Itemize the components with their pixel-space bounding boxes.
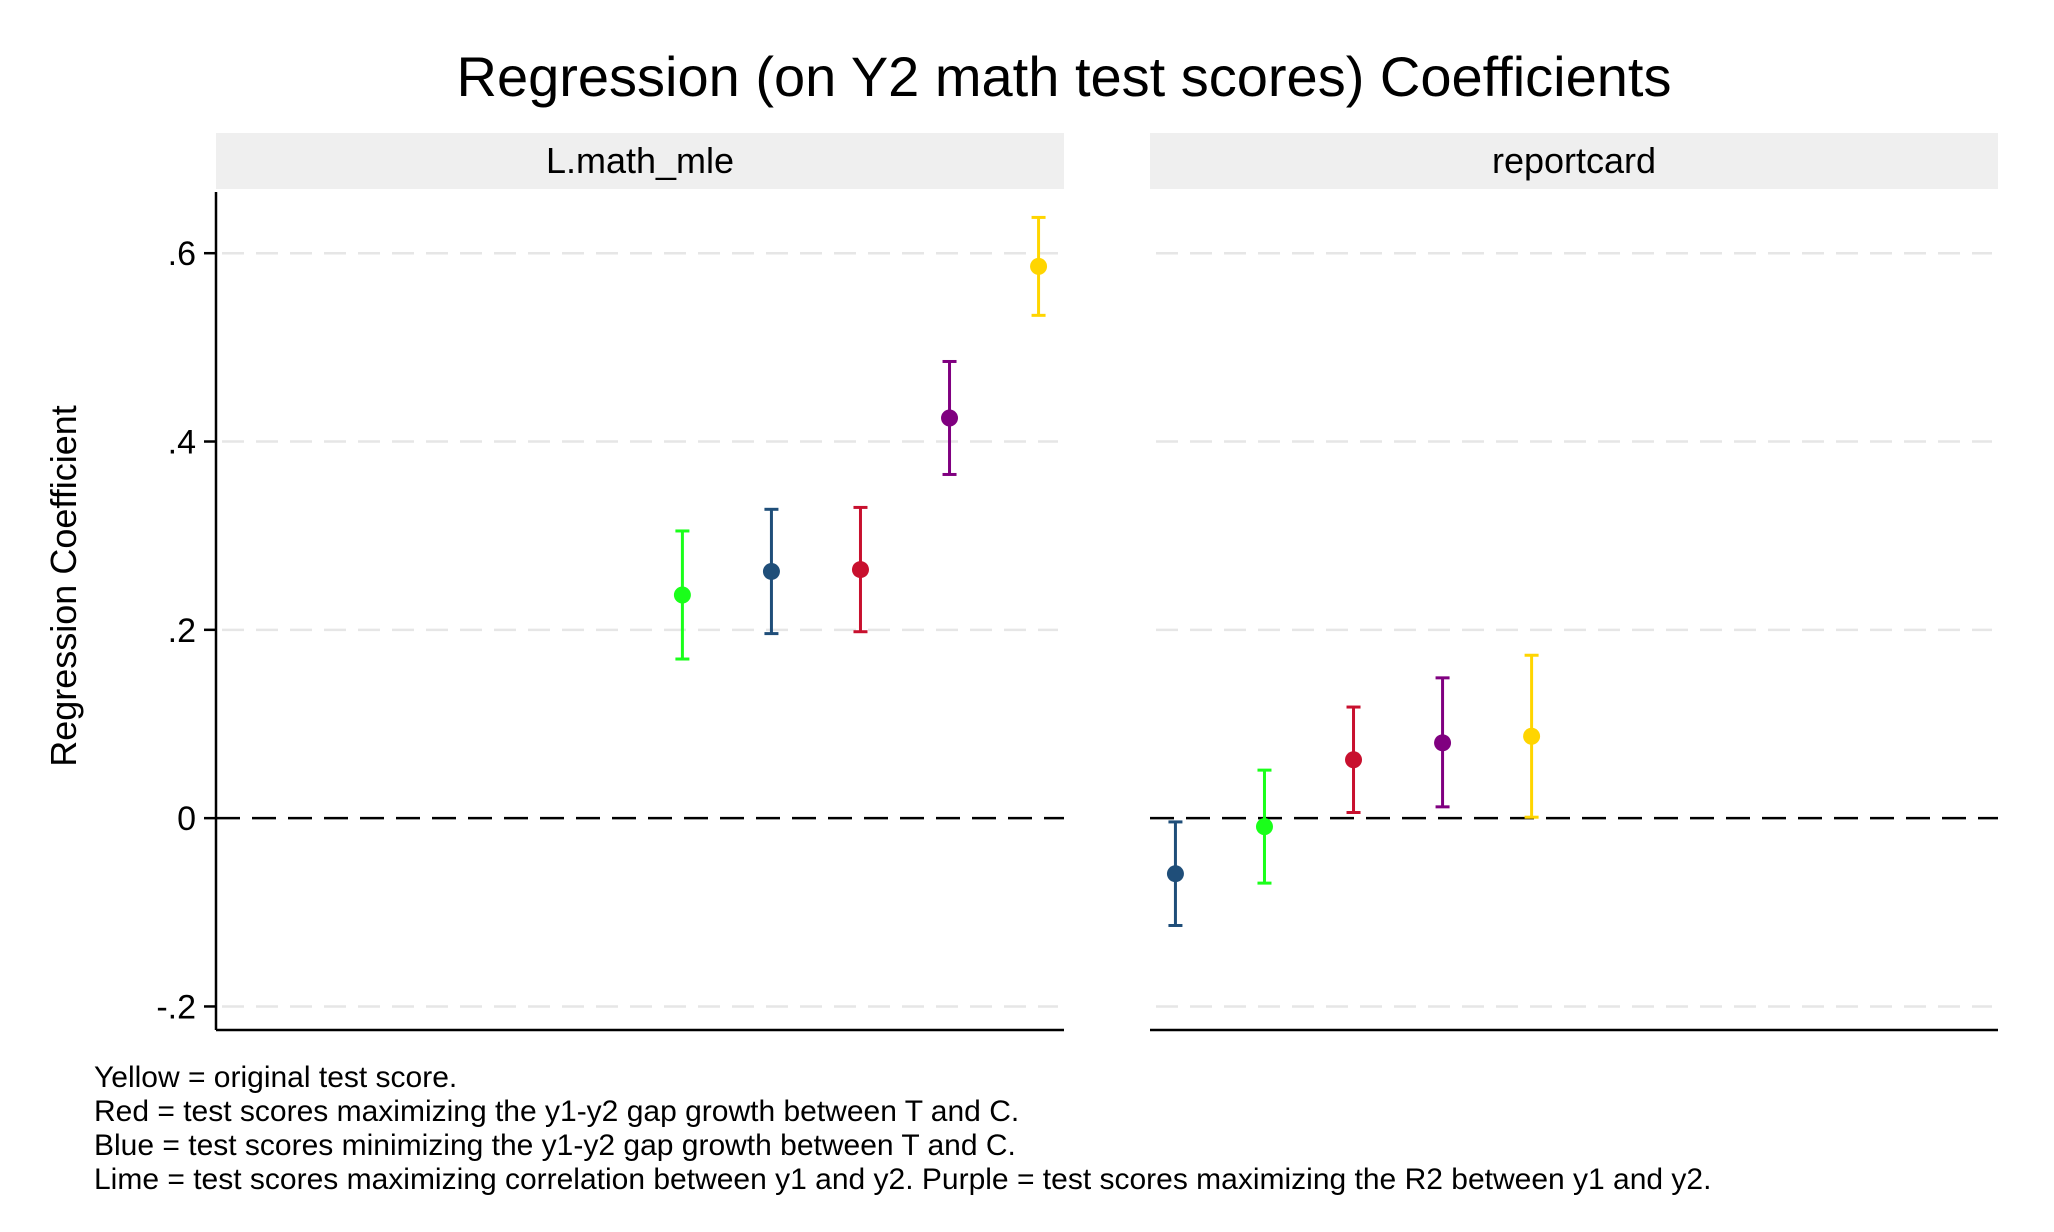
y-axis-label: Regression Coefficient — [43, 405, 84, 767]
note-line: Lime = test scores maximizing correlatio… — [94, 1163, 1711, 1196]
panel-1: L.math_mle .6 .4 .2 0 -.2 — [156, 133, 1064, 1032]
panel-strip — [216, 133, 1064, 189]
y-tick-label: -.2 — [156, 988, 196, 1026]
point-marker — [1523, 727, 1541, 745]
data-point-red — [1345, 705, 1363, 814]
y-tick-label: .4 — [168, 424, 196, 462]
data-point-red — [851, 505, 869, 634]
point-marker — [1166, 865, 1184, 883]
panel-title: L.math_mle — [546, 140, 734, 181]
data-point-blue — [762, 507, 780, 636]
point-marker — [851, 561, 869, 579]
panel-title: reportcard — [1492, 140, 1656, 181]
chart-title: Regression (on Y2 math test scores) Coef… — [457, 45, 1672, 108]
data-point-yellow — [1030, 215, 1048, 317]
data-point-purple — [941, 359, 959, 476]
point-marker — [1255, 818, 1273, 836]
plot-area: L.math_mle .6 .4 .2 0 -.2 reportcard — [156, 133, 1998, 1032]
point-marker — [1030, 257, 1048, 275]
panel-strip — [1150, 133, 1998, 189]
point-marker — [673, 586, 691, 604]
point-marker — [941, 409, 959, 427]
y-tick-label: 0 — [177, 800, 196, 838]
data-point-purple — [1434, 676, 1452, 809]
data-point-yellow — [1523, 653, 1541, 819]
note-line: Yellow = original test score. — [94, 1061, 457, 1094]
y-tick-label: .6 — [168, 235, 196, 273]
note-line: Blue = test scores minimizing the y1-y2 … — [94, 1129, 1016, 1162]
data-point-lime — [1255, 768, 1273, 885]
data-point-blue — [1166, 820, 1184, 927]
point-marker — [1345, 751, 1363, 769]
point-marker — [762, 562, 780, 580]
note-line: Red = test scores maximizing the y1-y2 g… — [94, 1095, 1019, 1128]
y-tick-label: .2 — [168, 612, 196, 650]
point-marker — [1434, 734, 1452, 752]
panel-2: reportcard — [1150, 133, 1998, 1032]
data-point-lime — [673, 529, 691, 661]
chart-notes: Yellow = original test score.Red = test … — [94, 1061, 1711, 1196]
